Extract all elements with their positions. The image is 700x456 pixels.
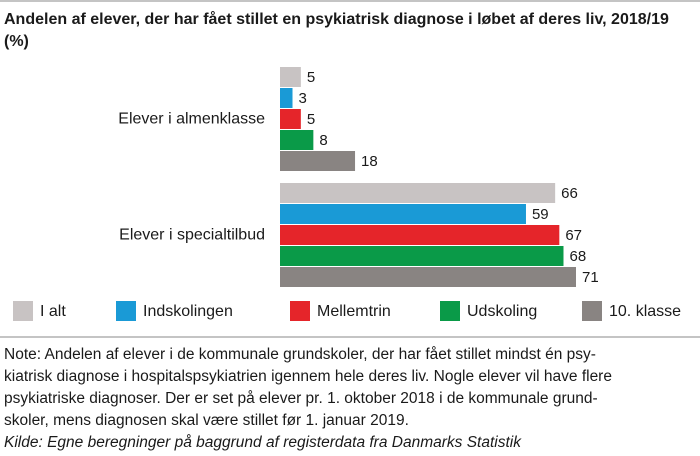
bar: [280, 204, 526, 224]
value-label: 66: [561, 185, 578, 202]
value-label: 8: [319, 132, 327, 149]
legend-label: Indskolingen: [143, 303, 233, 320]
source: Kilde: Egne beregninger på baggrund af r…: [4, 434, 522, 451]
value-label: 67: [565, 227, 582, 244]
chart-title: Andelen af elever, der har fået stillet …: [4, 10, 669, 28]
bar: [280, 225, 560, 245]
legend-swatch: [13, 301, 33, 321]
legend-swatch: [116, 301, 136, 321]
value-label: 5: [307, 69, 315, 86]
legend-label: Udskoling: [467, 303, 537, 320]
category-label: Elever i almenklasse: [118, 111, 265, 128]
note: Note: Andelen af elever i de kommunale g…: [4, 346, 596, 363]
note: kiatrisk diagnose i hospitalspsykiatrien…: [4, 368, 612, 385]
bar: [280, 88, 293, 108]
legend-swatch: [290, 301, 310, 321]
value-label: 68: [569, 248, 586, 265]
bar: [280, 67, 301, 87]
legend-swatch: [582, 301, 602, 321]
bar: [280, 267, 576, 287]
value-label: 18: [361, 153, 378, 170]
chart-title: (%): [4, 33, 29, 50]
bar: [280, 183, 556, 203]
legend-label: Mellemtrin: [317, 303, 391, 320]
value-label: 71: [582, 269, 599, 286]
category-label: Elever i specialtilbud: [119, 227, 265, 244]
value-label: 5: [307, 111, 315, 128]
note: psykiatriske diagnoser. Der er set på el…: [4, 390, 598, 407]
legend-label: I alt: [40, 303, 66, 320]
bar: [280, 151, 356, 171]
bar: [280, 130, 314, 150]
bar: [280, 109, 301, 129]
legend-swatch: [440, 301, 460, 321]
note: skoler, mens diagnosen skal være stillet…: [4, 412, 409, 429]
value-label: 3: [299, 90, 307, 107]
bar: [280, 246, 564, 266]
legend-label: 10. klasse: [609, 303, 681, 320]
value-label: 59: [532, 206, 549, 223]
